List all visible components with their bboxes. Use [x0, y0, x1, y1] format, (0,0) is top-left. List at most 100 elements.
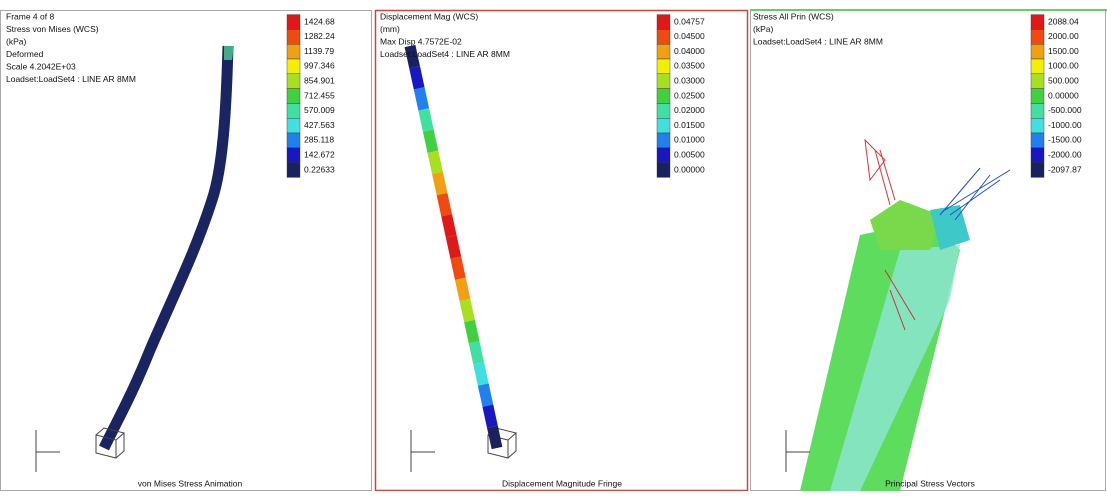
legend-label: 1424.68 — [304, 16, 335, 26]
legend-label: -2000.00 — [1048, 149, 1082, 159]
legend-label: 0.02000 — [674, 105, 705, 115]
legend-swatch — [287, 74, 300, 89]
legend-label: -2097.87 — [1048, 164, 1082, 174]
legend-swatch — [287, 103, 300, 118]
legend-swatch — [287, 44, 300, 59]
legend-swatch — [1031, 133, 1044, 148]
beam-segment — [460, 279, 465, 300]
legend-swatch — [1031, 89, 1044, 104]
legend-swatch — [1031, 103, 1044, 118]
header-line: Deformed — [6, 49, 44, 59]
header-line: Stress All Prin (WCS) — [753, 11, 834, 21]
legend-swatch — [657, 133, 670, 148]
legend-swatch — [657, 59, 670, 74]
beam-segment — [456, 258, 461, 279]
legend-swatch — [287, 89, 300, 104]
legend-label: 0.03500 — [674, 61, 705, 71]
beam-segment — [470, 321, 475, 342]
legend-label: 427.563 — [304, 120, 335, 130]
header-line: Loadset:LoadSet4 : LINE AR 8MM — [380, 49, 510, 59]
beam-segment — [415, 67, 420, 88]
legend-label: 0.04000 — [674, 46, 705, 56]
header-line: Frame 4 of 8 — [6, 11, 54, 21]
legend-swatch — [657, 44, 670, 59]
legend-swatch — [1031, 118, 1044, 133]
legend-label: 0.01500 — [674, 120, 705, 130]
legend-swatch — [287, 59, 300, 74]
legend-swatch — [287, 118, 300, 133]
legend-swatch — [657, 29, 670, 44]
legend-swatch — [1031, 163, 1044, 178]
legend-swatch — [287, 148, 300, 163]
caption: Displacement Magnitude Fringe — [502, 478, 622, 488]
header-line: Displacement Mag (WCS) — [380, 11, 478, 21]
legend-swatch — [287, 29, 300, 44]
beam-segment — [424, 109, 429, 130]
legend-label: 2088.04 — [1048, 16, 1079, 26]
legend-swatch — [657, 74, 670, 89]
legend-label: 570.009 — [304, 105, 335, 115]
legend-label: 142.672 — [304, 149, 335, 159]
legend-swatch — [1031, 29, 1044, 44]
legend-label: 712.455 — [304, 90, 335, 100]
legend-swatch — [287, 15, 300, 30]
legend-swatch — [1031, 148, 1044, 163]
legend-label: 997.346 — [304, 61, 335, 71]
legend-swatch — [1031, 59, 1044, 74]
beam-segment — [474, 342, 479, 363]
beam-segment — [437, 173, 442, 194]
beam-segment — [428, 131, 433, 152]
beam-segment — [419, 88, 424, 109]
legend-swatch — [1031, 74, 1044, 89]
beam-segment — [488, 406, 493, 427]
legend-label: 0.00500 — [674, 149, 705, 159]
beam-segment — [483, 385, 488, 406]
legend-label: 285.118 — [304, 135, 334, 145]
legend-label: 0.00000 — [674, 164, 705, 174]
legend-label: 1000.00 — [1048, 61, 1079, 71]
header-line: Stress von Mises (WCS) — [6, 24, 99, 34]
beam-segment — [442, 194, 447, 215]
legend-label: 854.901 — [304, 75, 335, 85]
legend-label: -500.000 — [1048, 105, 1082, 115]
legend-swatch — [287, 163, 300, 178]
legend-swatch — [657, 15, 670, 30]
header-line: Loadset:LoadSet4 : LINE AR 8MM — [6, 74, 136, 84]
legend-label: 0.01000 — [674, 135, 705, 145]
legend-label: 1282.24 — [304, 31, 335, 41]
legend-label: -1500.00 — [1048, 135, 1082, 145]
legend-label: 0.22633 — [304, 164, 335, 174]
header-line: (kPa) — [753, 24, 773, 34]
beam-segment — [492, 427, 497, 448]
legend-label: 500.000 — [1048, 75, 1079, 85]
beam-segment — [479, 363, 484, 384]
legend-label: 0.02500 — [674, 90, 705, 100]
legend-label: 0.04500 — [674, 31, 705, 41]
legend-label: 0.00000 — [1048, 90, 1079, 100]
caption: von Mises Stress Animation — [138, 478, 243, 488]
fea-results-screen: Frame 4 of 8 Stress von Mises (WCS) (kPa) D… — [0, 0, 1107, 491]
header-line: (kPa) — [6, 36, 26, 46]
legend-swatch — [657, 148, 670, 163]
header-line: (mm) — [380, 24, 400, 34]
header-line: Loadset:LoadSet4 : LINE AR 8MM — [753, 36, 883, 46]
beam-segment — [451, 236, 456, 257]
legend-label: 1500.00 — [1048, 46, 1079, 56]
legend-swatch — [1031, 44, 1044, 59]
legend-label: 0.04757 — [674, 16, 705, 26]
legend-swatch — [1031, 15, 1044, 30]
legend-swatch — [657, 89, 670, 104]
beam-segment — [433, 152, 438, 173]
legend-label: 1139.79 — [304, 46, 334, 56]
header-line: Scale 4.2042E+03 — [6, 61, 76, 71]
legend-label: 2000.00 — [1048, 31, 1079, 41]
caption: Principal Stress Vectors — [885, 478, 975, 488]
legend-label: -1000.00 — [1048, 120, 1082, 130]
beam-segment — [465, 300, 470, 321]
legend-label: 0.03000 — [674, 75, 705, 85]
legend-swatch — [657, 103, 670, 118]
header-line: Max Disp 4.7572E-02 — [380, 36, 462, 46]
legend-swatch — [287, 133, 300, 148]
beam-segment — [447, 215, 452, 236]
legend-swatch — [657, 163, 670, 178]
